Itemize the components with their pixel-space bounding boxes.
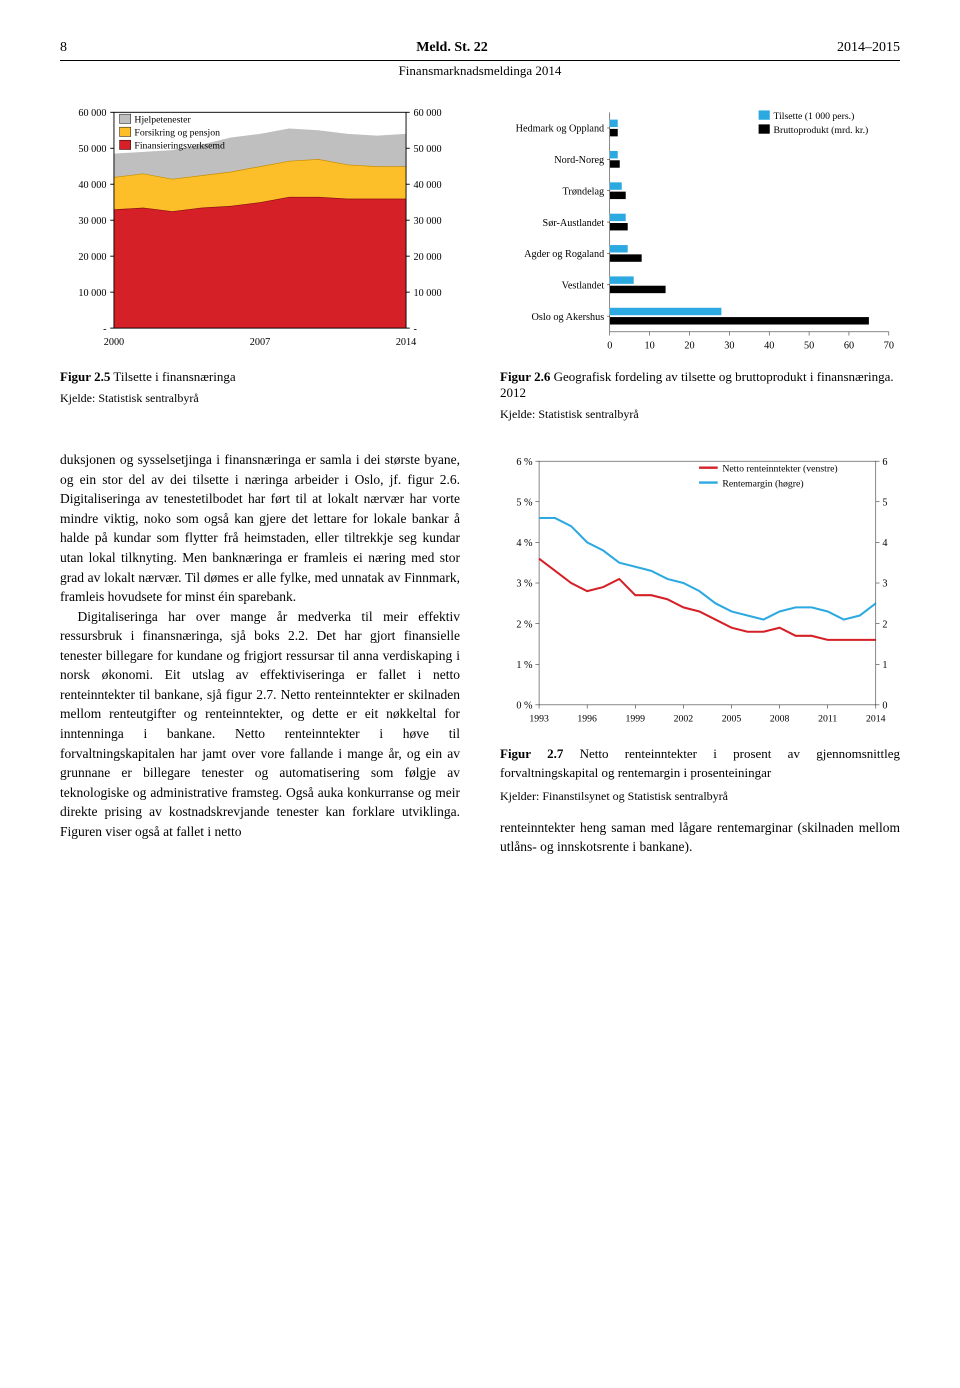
body-right-col: 0 % 0 1 % 1 2 % 2 3 % 3 4 % 4 5 % 5 6 % 6 1993 1996 1999… — [500, 450, 900, 857]
svg-text:2014: 2014 — [866, 714, 886, 725]
svg-text:2002: 2002 — [674, 714, 694, 725]
svg-text:Tilsette (1 000 pers.): Tilsette (1 000 pers.) — [773, 111, 854, 122]
svg-text:Bruttoprodukt (mrd. kr.): Bruttoprodukt (mrd. kr.) — [773, 125, 868, 136]
svg-text:Hjelpetenester: Hjelpetenester — [134, 115, 191, 126]
fig26-source: Kjelde: Statistisk sentralbyrå — [500, 407, 900, 422]
body-p1: duksjonen og sysselsetjinga i finansnæri… — [60, 450, 460, 607]
svg-text:Agder og Rogaland: Agder og Rogaland — [524, 249, 604, 260]
svg-text:3: 3 — [882, 579, 887, 590]
fig25-caption: Figur 2.5 Tilsette i finansnæringa — [60, 369, 460, 385]
svg-text:40 000: 40 000 — [78, 180, 106, 191]
svg-text:20 000: 20 000 — [78, 252, 106, 263]
svg-text:Forsikring og pensjon: Forsikring og pensjon — [134, 128, 220, 139]
svg-text:60 000: 60 000 — [78, 108, 106, 119]
svg-text:Rentemargin (høgre): Rentemargin (høgre) — [722, 478, 803, 489]
fig26-title: Geografisk fordeling av tilsette og brut… — [500, 369, 894, 400]
svg-text:50 000: 50 000 — [413, 144, 441, 155]
svg-text:Hedmark og Oppland: Hedmark og Oppland — [516, 124, 605, 135]
page-header: 8 Meld. St. 22 2014–2015 — [60, 40, 900, 56]
fig27-source: Kjelder: Finanstilsynet og Statistisk se… — [500, 788, 900, 805]
svg-text:0 %: 0 % — [516, 701, 533, 712]
svg-text:6: 6 — [882, 457, 887, 468]
svg-text:1 %: 1 % — [516, 660, 533, 671]
svg-text:50 000: 50 000 — [78, 144, 106, 155]
fig25-label: Figur 2.5 — [60, 369, 110, 384]
svg-text:1993: 1993 — [529, 714, 549, 725]
svg-text:20 000: 20 000 — [413, 252, 441, 263]
svg-text:3 %: 3 % — [516, 579, 533, 590]
svg-text:Netto renteinntekter (venstre): Netto renteinntekter (venstre) — [722, 464, 837, 475]
svg-text:Trøndelag: Trøndelag — [563, 186, 605, 197]
fig25-source: Kjelde: Statistisk sentralbyrå — [60, 391, 460, 406]
svg-text:60 000: 60 000 — [413, 108, 441, 119]
svg-text:Sør-Austlandet: Sør-Austlandet — [543, 218, 605, 229]
fig26-column: 0 10 20 30 40 50 60 70 Hedmark og Oppland Nord-No… — [500, 103, 900, 422]
svg-text:60: 60 — [844, 341, 854, 352]
svg-text:70: 70 — [884, 341, 894, 352]
svg-text:5 %: 5 % — [516, 498, 533, 509]
svg-text:0: 0 — [882, 701, 887, 712]
fig27-caption: Figur 2.7 Netto renteinntekter i prosent… — [500, 745, 900, 783]
svg-text:10 000: 10 000 — [413, 288, 441, 299]
doc-subtitle: Finansmarknadsmeldinga 2014 — [60, 63, 900, 79]
svg-text:2011: 2011 — [818, 714, 837, 725]
fig27-label: Figur 2.7 — [500, 746, 563, 761]
svg-text:2: 2 — [882, 620, 887, 631]
body-left-col: duksjonen og sysselsetjinga i finansnæri… — [60, 450, 460, 857]
doc-title: Meld. St. 22 — [67, 40, 837, 56]
svg-text:10 000: 10 000 — [78, 288, 106, 299]
svg-text:0: 0 — [607, 341, 612, 352]
svg-text:40 000: 40 000 — [413, 180, 441, 191]
header-rule — [60, 60, 900, 61]
svg-text:Nord-Noreg: Nord-Noreg — [554, 155, 604, 166]
svg-text:2014: 2014 — [396, 337, 416, 348]
svg-text:40: 40 — [764, 341, 774, 352]
year-range: 2014–2015 — [837, 40, 900, 56]
fig26-label: Figur 2.6 — [500, 369, 550, 384]
svg-text:-: - — [103, 324, 107, 335]
fig25-chart: - - 10 000 10 000 20 000 20 000 30 000 30 000 40… — [60, 103, 460, 354]
svg-text:30 000: 30 000 — [413, 216, 441, 227]
svg-text:1: 1 — [882, 660, 887, 671]
svg-text:30: 30 — [724, 341, 734, 352]
svg-text:Oslo og Akershus: Oslo og Akershus — [532, 312, 605, 323]
svg-text:4 %: 4 % — [516, 538, 533, 549]
svg-text:-: - — [413, 324, 417, 335]
svg-text:2000: 2000 — [104, 337, 124, 348]
top-charts-row: - - 10 000 10 000 20 000 20 000 30 000 30 000 40… — [60, 103, 900, 422]
svg-text:5: 5 — [882, 498, 887, 509]
svg-text:2005: 2005 — [722, 714, 742, 725]
svg-text:1996: 1996 — [577, 714, 597, 725]
fig26-caption: Figur 2.6 Geografisk fordeling av tilset… — [500, 369, 900, 401]
fig26-chart: 0 10 20 30 40 50 60 70 Hedmark og Oppland Nord-No… — [500, 103, 900, 354]
svg-text:20: 20 — [684, 341, 694, 352]
svg-text:30 000: 30 000 — [78, 216, 106, 227]
svg-text:2 %: 2 % — [516, 620, 533, 631]
svg-text:Finansieringsverksemd: Finansieringsverksemd — [134, 141, 225, 152]
svg-text:1999: 1999 — [626, 714, 646, 725]
svg-text:10: 10 — [645, 341, 655, 352]
svg-text:Vestlandet: Vestlandet — [562, 281, 605, 292]
body-p2: Digitaliseringa har over mange år medver… — [60, 607, 460, 842]
svg-text:2008: 2008 — [770, 714, 790, 725]
page-number: 8 — [60, 40, 67, 56]
body-columns: duksjonen og sysselsetjinga i finansnæri… — [60, 450, 900, 857]
fig25-column: - - 10 000 10 000 20 000 20 000 30 000 30 000 40… — [60, 103, 460, 422]
fig27-chart: 0 % 0 1 % 1 2 % 2 3 % 3 4 % 4 5 % 5 6 % 6 1993 1996 1999… — [500, 450, 900, 729]
svg-text:2007: 2007 — [250, 337, 270, 348]
svg-text:50: 50 — [804, 341, 814, 352]
fig25-title: Tilsette i finansnæringa — [113, 369, 235, 384]
fig27-wrap: 0 % 0 1 % 1 2 % 2 3 % 3 4 % 4 5 % 5 6 % 6 1993 1996 1999… — [500, 450, 900, 806]
svg-text:4: 4 — [882, 538, 887, 549]
body-p3: renteinntekter heng saman med lågare ren… — [500, 818, 900, 857]
svg-text:6 %: 6 % — [516, 457, 533, 468]
